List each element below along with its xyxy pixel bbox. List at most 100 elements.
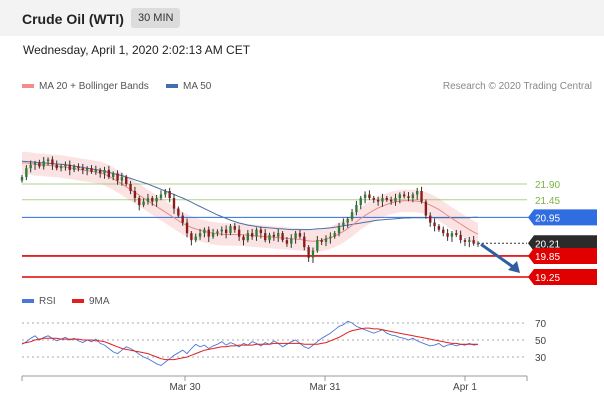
candle-body xyxy=(29,164,32,169)
candle-body xyxy=(255,229,258,237)
candle-body xyxy=(220,229,223,232)
candle-body xyxy=(51,159,54,165)
candle-body xyxy=(233,226,236,230)
candle-body xyxy=(159,194,163,199)
ma9-swatch xyxy=(72,299,84,304)
candle-body xyxy=(324,238,328,242)
rsi-line xyxy=(21,320,479,367)
candle-body xyxy=(259,229,263,234)
candle-body xyxy=(342,222,345,227)
candle-body xyxy=(346,219,349,223)
candle-body xyxy=(216,231,219,234)
candle-body xyxy=(429,215,432,223)
candle-body xyxy=(320,240,323,242)
candle-body xyxy=(198,233,202,237)
ma20-swatch xyxy=(22,84,34,89)
legend-rsi-label: RSI xyxy=(39,296,56,307)
candle-body xyxy=(146,198,150,202)
candle-body xyxy=(463,240,467,242)
legend-9ma: 9MA xyxy=(72,296,110,307)
candle-body xyxy=(46,159,50,162)
candle-body xyxy=(116,173,119,181)
candle-body xyxy=(402,194,406,197)
candle-body xyxy=(437,226,441,230)
candle-body xyxy=(281,233,284,241)
candle-body xyxy=(103,169,106,174)
level-label-20-21: 20.21 xyxy=(535,239,560,250)
legend-ma20-label: MA 20 + Bollinger Bands xyxy=(39,81,149,92)
candle-body xyxy=(359,198,362,206)
level-tag-20-95 xyxy=(528,209,597,226)
candle-body xyxy=(307,247,310,258)
candle-body xyxy=(472,240,475,244)
candle-body xyxy=(264,233,267,241)
candle-body xyxy=(450,233,454,237)
candle-body xyxy=(242,236,245,241)
instrument-title: Crude Oil (WTI) xyxy=(22,11,124,27)
forecast-arrowhead xyxy=(508,261,520,273)
candle-body xyxy=(394,198,397,202)
rsi-9ma-line xyxy=(21,327,478,361)
candle-body xyxy=(77,166,80,169)
candle-body xyxy=(42,161,45,167)
candle-body xyxy=(389,199,393,202)
candle-body xyxy=(155,198,158,202)
candle-body xyxy=(194,236,197,241)
level-label-19-25: 19.25 xyxy=(535,273,560,284)
candle-body xyxy=(316,240,319,251)
rsi-tick-label: 30 xyxy=(535,353,547,364)
candle-body xyxy=(64,164,67,167)
legend-rsi: RSI xyxy=(22,296,56,307)
candle-body xyxy=(398,194,402,199)
level-tag-19-85 xyxy=(528,247,597,264)
candle-body xyxy=(368,194,371,199)
candle-body xyxy=(181,215,184,223)
forecast-arrow xyxy=(480,243,517,271)
rsi-swatch xyxy=(22,299,34,304)
candle-body xyxy=(177,208,180,216)
candle-body xyxy=(303,236,306,248)
level-tag-19-25 xyxy=(528,269,597,285)
candle-body xyxy=(55,164,58,169)
x-tick-label: Mar 30 xyxy=(169,382,201,393)
candle-body xyxy=(20,176,24,181)
candle-body xyxy=(168,191,171,199)
candle-body xyxy=(120,176,124,181)
candles xyxy=(20,156,480,263)
candle-body xyxy=(337,226,341,234)
ma50-swatch xyxy=(166,84,178,89)
x-tick-label: Mar 31 xyxy=(309,382,341,393)
ma20-line xyxy=(22,162,479,242)
candle-body xyxy=(355,205,358,213)
candle-body xyxy=(446,233,449,237)
candle-body xyxy=(25,168,28,177)
level-label-19-85: 19.85 xyxy=(535,252,560,263)
bollinger-band xyxy=(22,151,478,253)
candle-body xyxy=(311,250,315,258)
timeframe-badge[interactable]: 30 MIN xyxy=(131,8,181,28)
candle-body xyxy=(468,240,471,242)
candle-body xyxy=(416,191,419,195)
candle-body xyxy=(268,234,271,241)
candle-body xyxy=(94,169,98,172)
candle-body xyxy=(224,229,228,234)
timestamp: Wednesday, April 1, 2020 2:02:13 AM CET xyxy=(23,43,251,57)
candle-body xyxy=(107,169,111,177)
legend-ma50-label: MA 50 xyxy=(183,81,212,92)
candle-body xyxy=(298,233,302,237)
candle-body xyxy=(294,233,297,239)
level-label-20-95: 20.95 xyxy=(535,213,560,224)
candle-body xyxy=(203,229,206,234)
rsi-tick-label: 50 xyxy=(535,336,547,347)
candle-body xyxy=(376,199,380,202)
candle-body xyxy=(285,240,289,244)
candle-body xyxy=(455,233,458,235)
candle-body xyxy=(164,191,167,195)
level-label-21-90: 21.90 xyxy=(535,180,560,191)
candle-body xyxy=(350,212,354,220)
legend-9ma-label: 9MA xyxy=(89,296,110,307)
candle-body xyxy=(229,226,232,234)
candle-body xyxy=(72,166,76,170)
candle-body xyxy=(133,191,137,199)
